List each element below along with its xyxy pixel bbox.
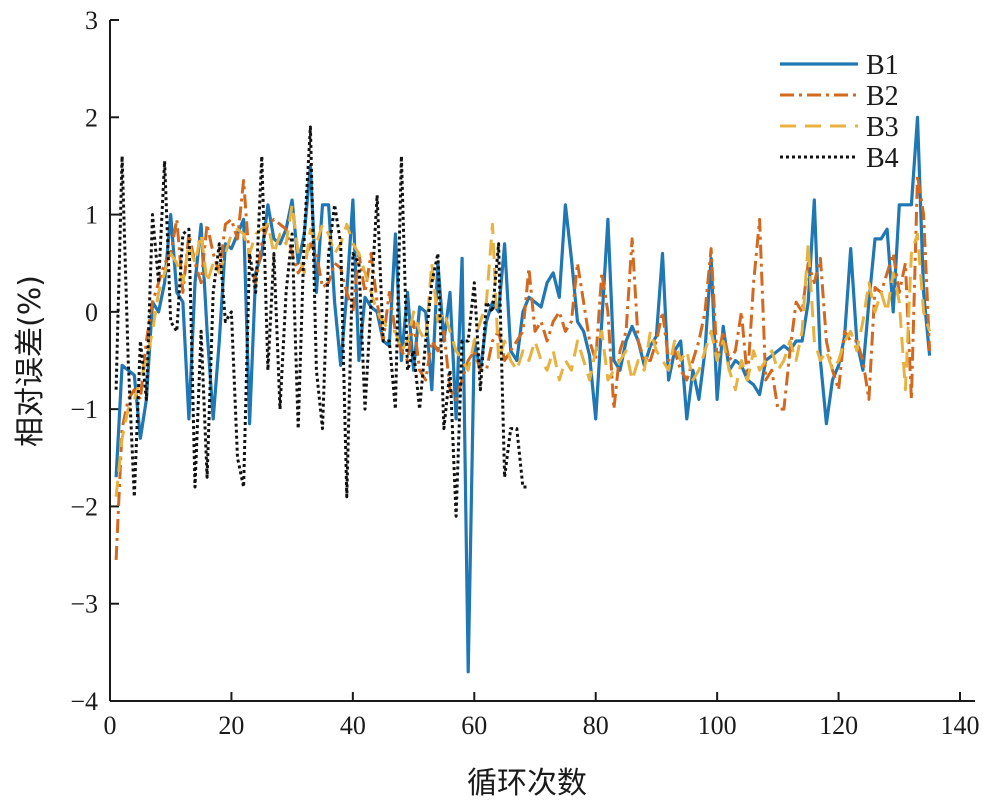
x-axis-title: 循环次数 (467, 766, 587, 801)
axes: 0 20 40 60 80 100 120 140 3 2 1 0 −1 −2 −3 −4 (70, 6, 979, 740)
y-tick-label: −1 (70, 395, 98, 424)
legend-label-b4: B4 (866, 143, 899, 174)
series-line-b1 (114, 115, 932, 674)
series-group (114, 115, 932, 674)
x-tick-label: 100 (698, 711, 737, 740)
series-line-b3 (114, 203, 932, 497)
y-tick-label: 2 (85, 103, 98, 132)
series-line-b4 (114, 125, 529, 518)
series-line-b2 (114, 174, 932, 560)
legend-label-b3: B3 (866, 112, 899, 143)
x-tick-label: 60 (461, 711, 487, 740)
y-tick-label: −4 (70, 687, 98, 716)
legend-label-b2: B2 (866, 81, 899, 112)
legend-label-b1: B1 (866, 50, 899, 81)
x-tick-label: 140 (941, 711, 980, 740)
x-tick-label: 40 (340, 711, 366, 740)
y-tick-label: −2 (70, 492, 98, 521)
y-tick-label: 3 (85, 6, 98, 35)
y-tick-label: 0 (85, 298, 98, 327)
y-axis-title: 相对误差(%) (13, 275, 48, 447)
x-tick-label: 80 (583, 711, 609, 740)
x-tick-label: 20 (218, 711, 244, 740)
y-tick-label: 1 (85, 201, 98, 230)
x-tick-label: 0 (104, 711, 117, 740)
y-tick-label: −3 (70, 590, 98, 619)
x-tick-label: 120 (819, 711, 858, 740)
